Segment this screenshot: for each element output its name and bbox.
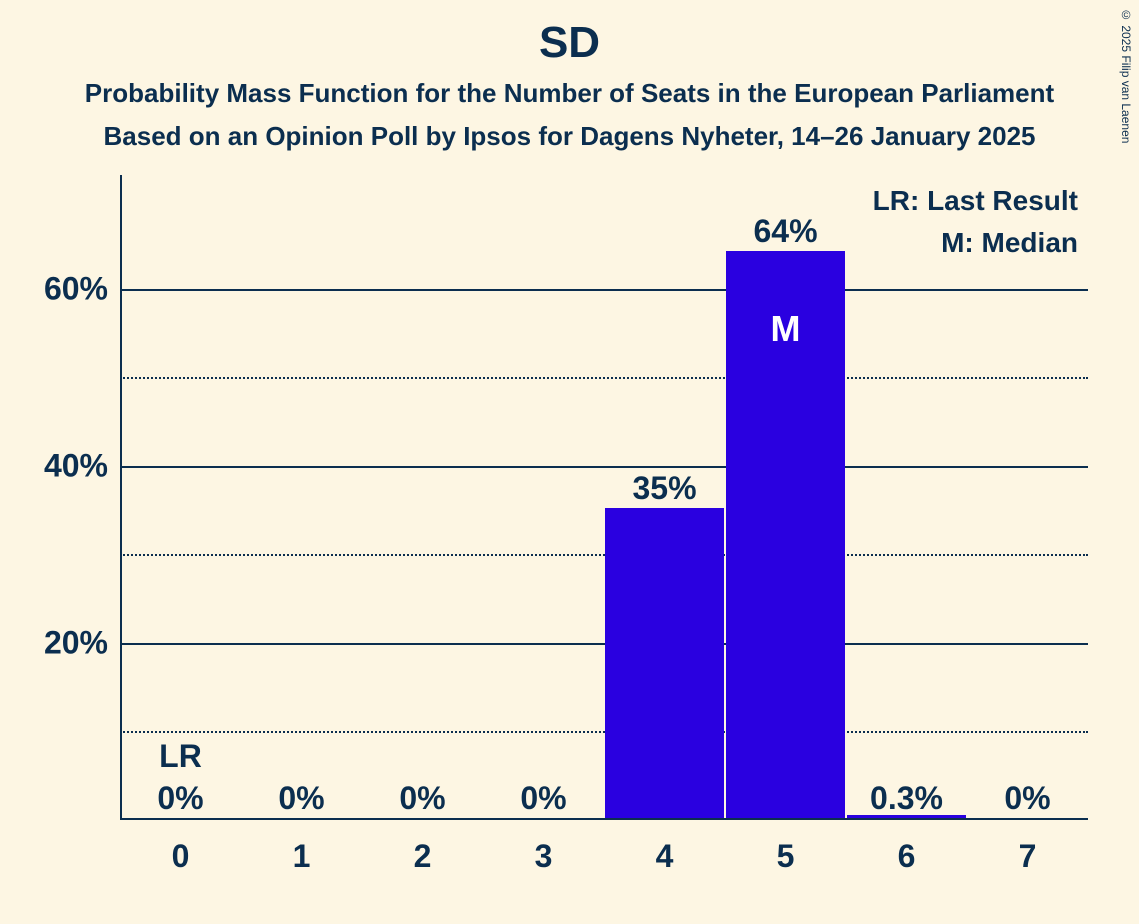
bar xyxy=(605,508,724,818)
legend-m: M: Median xyxy=(873,222,1078,264)
chart-subtitle-1: Probability Mass Function for the Number… xyxy=(0,78,1139,109)
x-tick-label: 1 xyxy=(293,838,311,875)
x-tick-label: 0 xyxy=(172,838,190,875)
y-tick-label: 40% xyxy=(18,447,108,484)
gridline-major xyxy=(120,466,1088,468)
y-tick-label: 20% xyxy=(18,624,108,661)
copyright-text: © 2025 Filip van Laenen xyxy=(1119,8,1133,143)
bar-value-label: 0% xyxy=(157,780,203,817)
legend: LR: Last Result M: Median xyxy=(873,180,1078,264)
gridline-minor xyxy=(120,554,1088,556)
gridline-minor xyxy=(120,377,1088,379)
y-axis xyxy=(120,175,122,820)
bar-value-label: 64% xyxy=(753,213,817,250)
x-tick-label: 3 xyxy=(535,838,553,875)
median-marker: M xyxy=(771,308,801,350)
chart-subtitle-2: Based on an Opinion Poll by Ipsos for Da… xyxy=(0,121,1139,152)
gridline-major xyxy=(120,289,1088,291)
bar-value-label: 0% xyxy=(399,780,445,817)
legend-lr: LR: Last Result xyxy=(873,180,1078,222)
y-tick-label: 60% xyxy=(18,270,108,307)
x-tick-label: 7 xyxy=(1019,838,1037,875)
chart-plot-area: 20%40%60% LR: Last Result M: Median 0%LR… xyxy=(120,200,1088,820)
bar-value-label: 0% xyxy=(520,780,566,817)
chart-title: SD xyxy=(0,0,1139,68)
x-tick-label: 5 xyxy=(777,838,795,875)
gridline-major xyxy=(120,643,1088,645)
x-tick-label: 4 xyxy=(656,838,674,875)
bar-value-label: 35% xyxy=(632,470,696,507)
x-tick-label: 6 xyxy=(898,838,916,875)
x-tick-label: 2 xyxy=(414,838,432,875)
gridline-minor xyxy=(120,731,1088,733)
x-axis xyxy=(120,818,1088,820)
lr-marker: LR xyxy=(159,738,202,775)
bar-value-label: 0% xyxy=(1004,780,1050,817)
bar-value-label: 0.3% xyxy=(870,780,943,817)
bar-value-label: 0% xyxy=(278,780,324,817)
